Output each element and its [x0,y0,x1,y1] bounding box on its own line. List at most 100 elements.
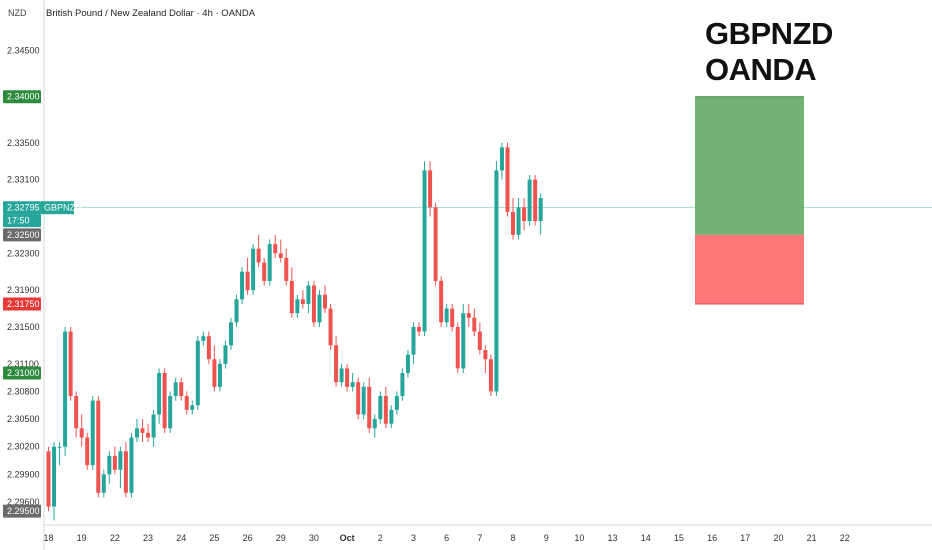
time-tick-label: 29 [276,533,286,543]
take-profit-zone[interactable] [695,96,804,235]
price-tag-bg [3,201,41,215]
chart-title: British Pound / New Zealand Dollar · 4h … [46,8,256,19]
price-tick-label: 2.29900 [7,469,40,479]
price-tag-text: 2.31000 [7,368,40,378]
candle-body [284,257,289,281]
candle-body [195,340,200,406]
candle-body [256,248,261,263]
candle-body [311,285,316,323]
price-tick-label: 2.32300 [7,248,40,258]
candle-body [345,368,350,387]
candle-body [123,451,128,493]
time-tick-label: 24 [176,533,186,543]
candle-body [240,271,245,300]
candle-body [334,345,339,383]
candle-body [217,363,222,387]
candle-body [140,428,145,433]
price-tag-bg [3,214,41,228]
candle-body [146,432,151,438]
candle-body [461,313,466,369]
time-tick-label: 20 [773,533,783,543]
price-tag-bg [3,228,41,242]
candle-body [278,253,283,258]
price-tick-label: 2.34500 [7,46,40,56]
candle-body [372,419,377,429]
time-tick-label: 14 [641,533,651,543]
candle-body [179,382,184,397]
candle-body [162,373,167,429]
price-tick-label: 2.29600 [7,497,40,507]
candle-body [527,179,532,222]
price-tag-text: 2.32795 [7,203,40,213]
candle-body [533,179,538,222]
candle-body [356,382,361,415]
candle-body [339,368,344,383]
candle-body [383,396,388,424]
symbol-tag: GBPNZD [41,201,82,215]
price-tick-label: 2.33100 [7,175,40,185]
price-tag: 2.34000 [3,90,41,104]
price-tag-text: 2.32500 [7,230,40,240]
time-tick-label: 7 [477,533,482,543]
candle-body [223,345,228,364]
candle-body [173,382,178,397]
time-tick-label: 19 [77,533,87,543]
candle-body [505,147,510,212]
candle-body [289,280,294,314]
price-tag-text: 2.31750 [7,299,40,309]
candle-body [52,446,57,507]
candle-body [251,248,256,291]
candle-body [472,317,477,332]
time-tick-label: 9 [544,533,549,543]
candle-body [295,299,300,314]
price-tag-text: 2.34000 [7,92,40,102]
candle-body [411,326,416,355]
candle-body [168,396,173,429]
candle-body [273,244,278,254]
time-tick-label: 13 [608,533,618,543]
time-tick-label: 17 [740,533,750,543]
candle-body [190,405,195,410]
time-tick-label: 3 [411,533,416,543]
price-tag: 2.31000 [3,366,41,380]
candle-body [389,409,394,424]
price-tag-bg [3,504,41,518]
price-tick-label: 2.31900 [7,285,40,295]
stop-loss-zone[interactable] [695,234,804,304]
time-tick-label: 25 [209,533,219,543]
candle-body [300,299,305,304]
price-tick-label: 2.30200 [7,442,40,452]
candle-body [267,244,272,281]
time-tick-label: 16 [707,533,717,543]
candle-body [433,207,438,281]
candle-body [466,313,471,318]
candle-body [107,455,112,475]
time-tick-label: 6 [444,533,449,543]
price-tag-text: 17:50 [7,216,30,226]
price-tag: 2.29500 [3,504,41,518]
candle-body [201,336,206,341]
candle-body [151,414,156,438]
candle-body [477,331,482,350]
candle-body [405,354,410,374]
candle-body [439,280,444,323]
price-tick-label: 2.30500 [7,414,40,424]
candle-body [68,331,73,397]
candle-body [494,170,499,392]
candle-body [328,308,333,346]
candle-body [262,262,267,281]
candle-body [538,198,543,222]
time-tick-label: 30 [309,533,319,543]
candle-body [206,336,211,360]
candle-body [350,382,355,387]
time-tick-label: 23 [143,533,153,543]
price-tick-label: 2.31100 [7,359,39,369]
price-tick-label: 2.31500 [7,322,40,332]
candle-body [74,396,79,429]
candle-body [129,437,134,493]
candle-body [112,455,117,470]
price-tag: 2.31750 [3,297,41,311]
price-tick-label: 2.33500 [7,138,40,148]
price-tag-text: 2.29500 [7,506,40,516]
